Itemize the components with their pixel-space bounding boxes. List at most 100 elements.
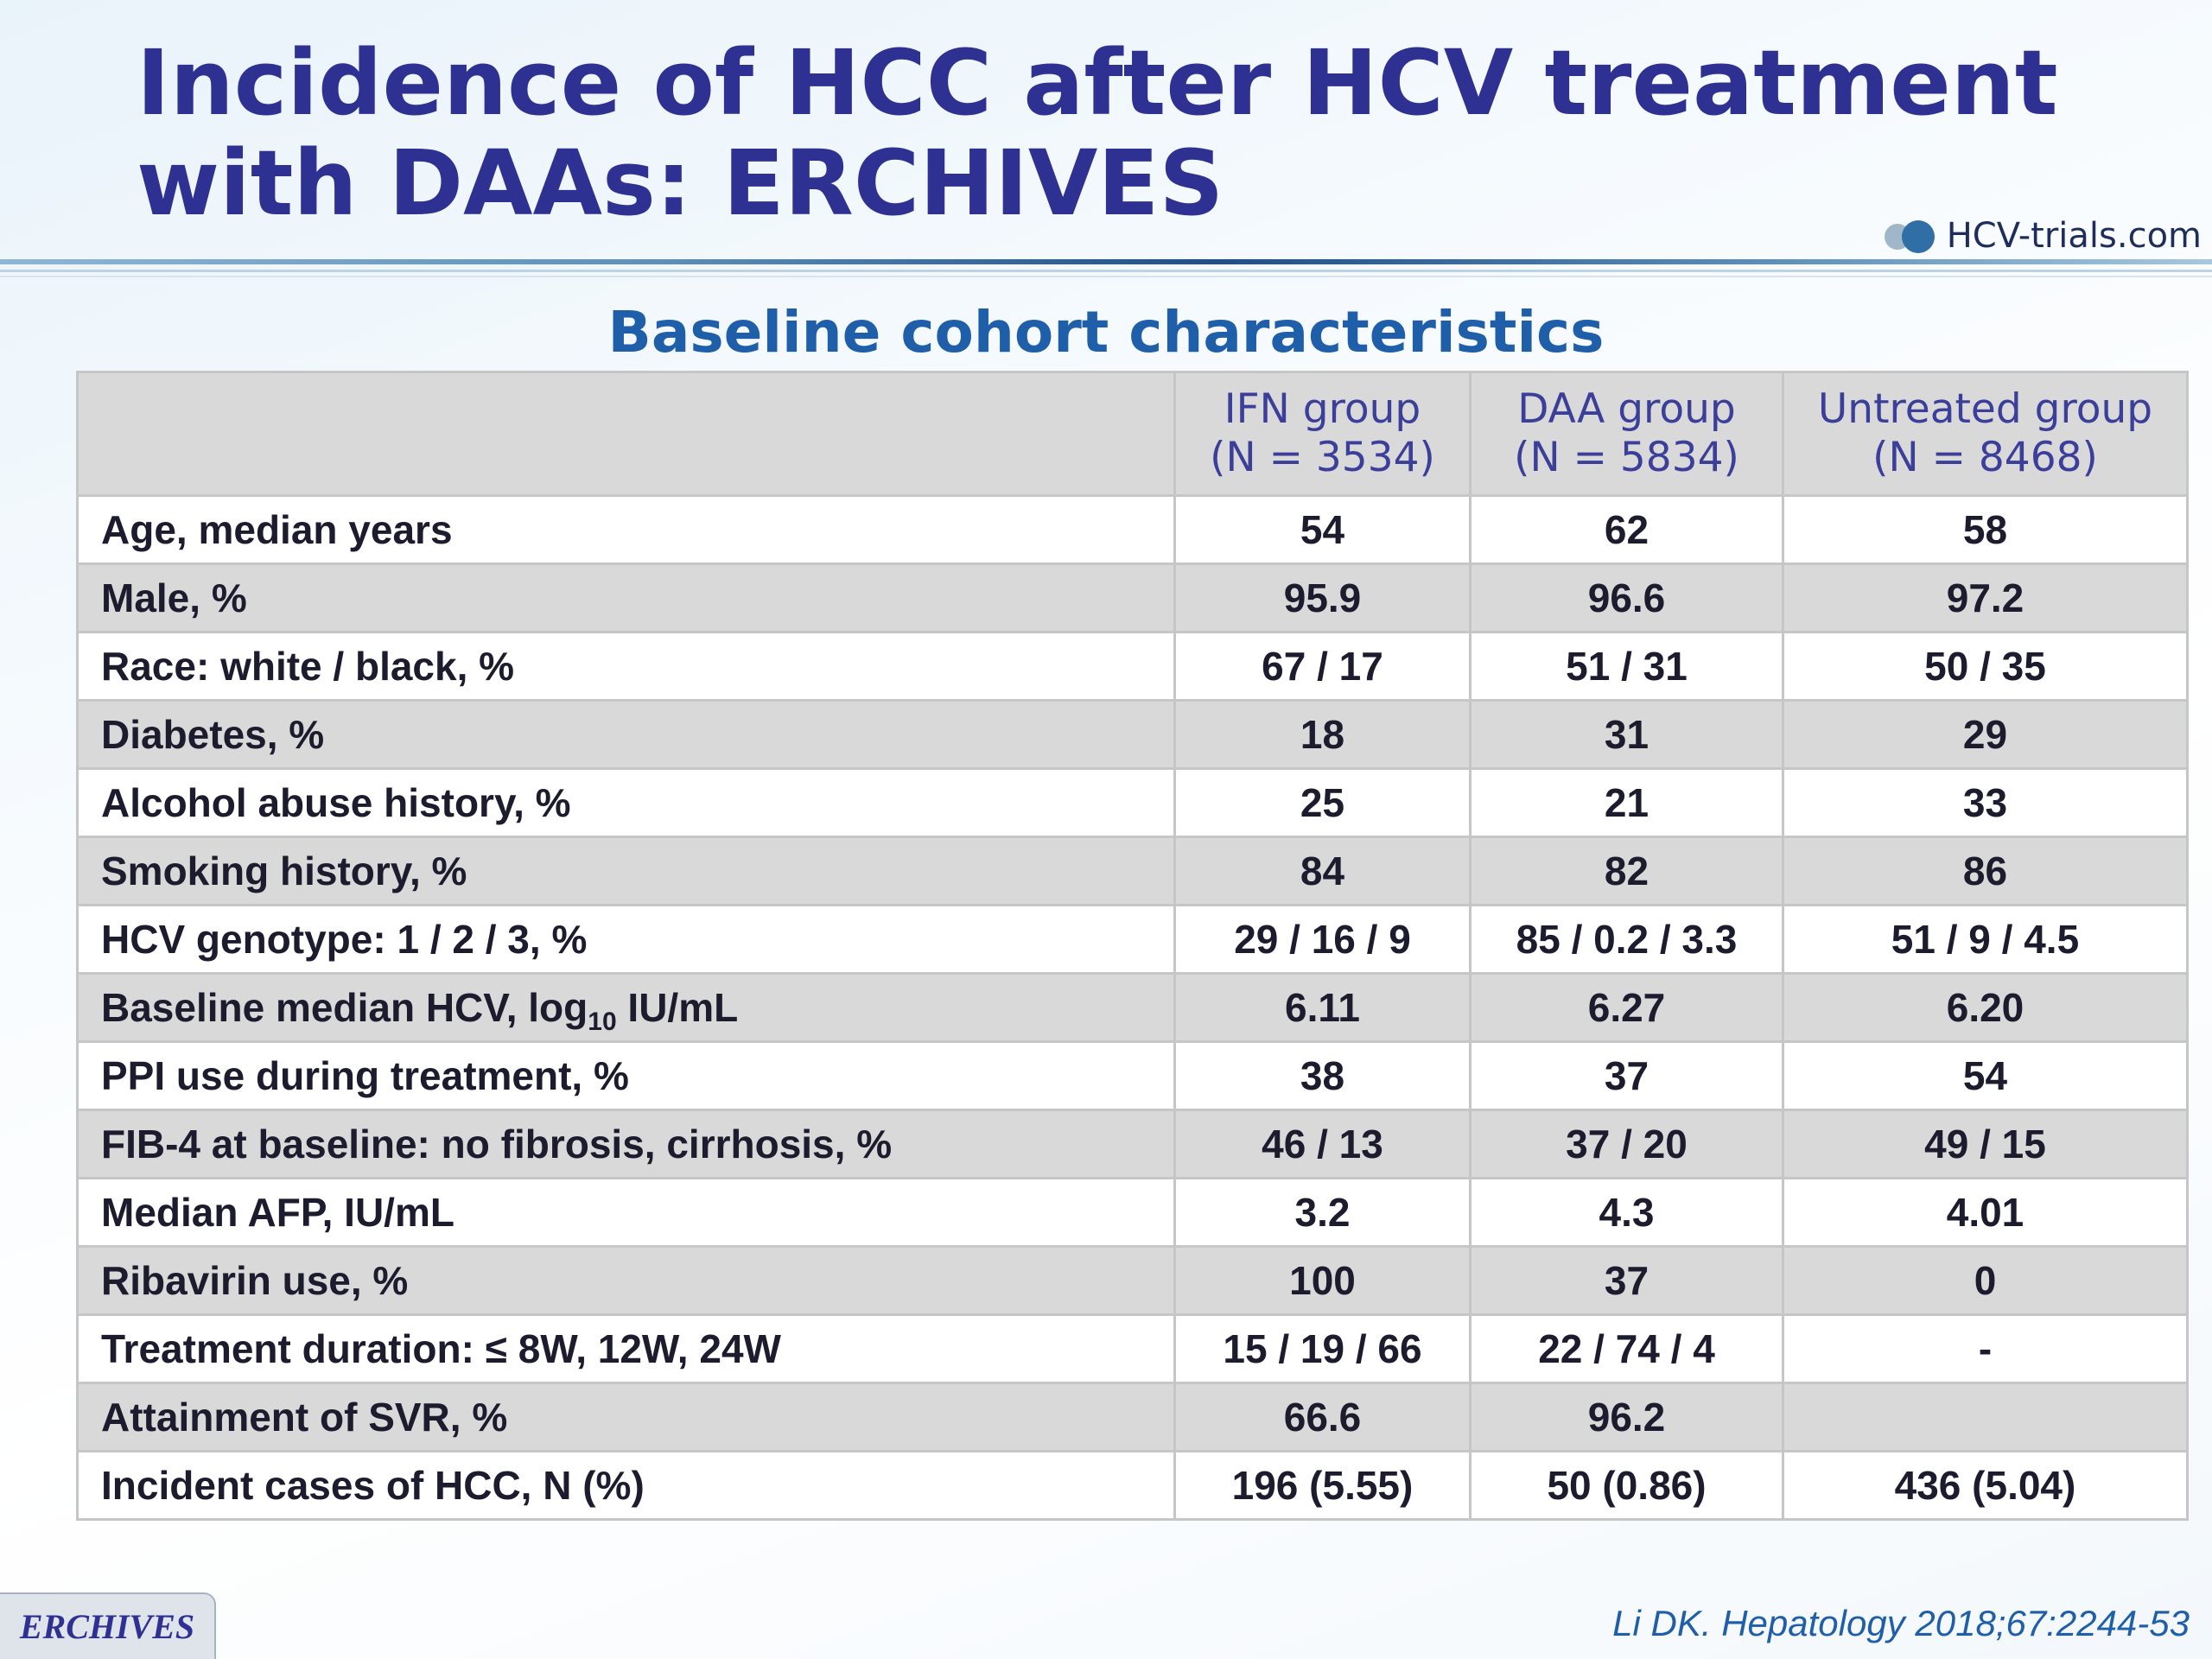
cell-untreated: 436 (5.04): [1782, 1450, 2189, 1521]
cell-daa: 82: [1469, 836, 1784, 906]
row-label: HCV genotype: 1 / 2 / 3, %: [76, 904, 1176, 975]
cell-daa: 21: [1469, 767, 1784, 838]
table-row: Attainment of SVR, % 66.6 96.2: [76, 1382, 2189, 1452]
row-label: Treatment duration: ≤ 8W, 12W, 24W: [76, 1313, 1176, 1384]
cell-daa: 37: [1469, 1245, 1784, 1316]
row-label: PPI use during treatment, %: [76, 1040, 1176, 1111]
cell-untreated: 50 / 35: [1782, 631, 2189, 702]
cell-ifn: 100: [1173, 1245, 1471, 1316]
slide-title-line-2: with DAAs: ERCHIVES: [137, 130, 1224, 236]
cell-ifn: 29 / 16 / 9: [1173, 904, 1471, 975]
cell-ifn: 66.6: [1173, 1382, 1471, 1452]
table-row: Baseline median HCV, log10 IU/mL 6.11 6.…: [76, 972, 2189, 1043]
table-row: Diabetes, % 18 31 29: [76, 699, 2189, 770]
cell-daa: 62: [1469, 494, 1784, 565]
table-row: Alcohol abuse history, % 25 21 33: [76, 767, 2189, 838]
cell-daa: 6.27: [1469, 972, 1784, 1043]
row-label: Diabetes, %: [76, 699, 1176, 770]
row-label: Incident cases of HCC, N (%): [76, 1450, 1176, 1521]
row-label: Race: white / black, %: [76, 631, 1176, 702]
cell-ifn: 18: [1173, 699, 1471, 770]
row-label: Baseline median HCV, log10 IU/mL: [76, 972, 1176, 1043]
column-header-name: DAA group: [1517, 385, 1736, 433]
column-header-n: (N = 5834): [1514, 434, 1739, 481]
cell-daa: 31: [1469, 699, 1784, 770]
citation: Li DK. Hepatology 2018;67:2244-53: [1612, 1603, 2190, 1643]
table-row: Male, % 95.9 96.6 97.2: [76, 563, 2189, 633]
cell-daa: 37 / 20: [1469, 1109, 1784, 1179]
cell-ifn: 95.9: [1173, 563, 1471, 633]
table-row: HCV genotype: 1 / 2 / 3, % 29 / 16 / 9 8…: [76, 904, 2189, 975]
row-label-tail: IU/mL: [616, 985, 739, 1030]
pill-capsule-icon: [1884, 219, 1940, 253]
cell-untreated: 49 / 15: [1782, 1109, 2189, 1179]
cell-untreated: 0: [1782, 1245, 2189, 1316]
row-label-main: Baseline median HCV, log: [101, 985, 588, 1030]
column-header-daa: DAA group (N = 5834): [1469, 371, 1784, 497]
hcv-trials-logo: HCV-trials.com: [1884, 214, 2202, 257]
cell-daa: 22 / 74 / 4: [1469, 1313, 1784, 1384]
cell-untreated: [1782, 1382, 2189, 1452]
column-header-ifn: IFN group (N = 3534): [1173, 371, 1471, 497]
cell-ifn: 84: [1173, 836, 1471, 906]
table-row: Age, median years 54 62 58: [76, 494, 2189, 565]
cell-ifn: 196 (5.55): [1173, 1450, 1471, 1521]
row-label: Attainment of SVR, %: [76, 1382, 1176, 1452]
table-subtitle: Baseline cohort characteristics: [607, 299, 1605, 365]
row-label: Median AFP, IU/mL: [76, 1177, 1176, 1248]
cell-daa: 4.3: [1469, 1177, 1784, 1248]
cell-untreated: 54: [1782, 1040, 2189, 1111]
column-header-n: (N = 3534): [1210, 434, 1435, 481]
row-label-subscript: 10: [588, 1007, 617, 1036]
table-row: Ribavirin use, % 100 37 0: [76, 1245, 2189, 1316]
cell-untreated: 33: [1782, 767, 2189, 838]
table-row: Treatment duration: ≤ 8W, 12W, 24W 15 / …: [76, 1313, 2189, 1384]
cell-untreated: 4.01: [1782, 1177, 2189, 1248]
cell-ifn: 3.2: [1173, 1177, 1471, 1248]
logo-text: HCV-trials.com: [1946, 216, 2202, 256]
cell-ifn: 54: [1173, 494, 1471, 565]
row-label: Male, %: [76, 563, 1176, 633]
cell-untreated: 58: [1782, 494, 2189, 565]
table-header-row: IFN group (N = 3534) DAA group (N = 5834…: [76, 371, 2189, 497]
table-row: Median AFP, IU/mL 3.2 4.3 4.01: [76, 1177, 2189, 1248]
table-row: Race: white / black, % 67 / 17 51 / 31 5…: [76, 631, 2189, 702]
column-header-name: IFN group: [1224, 385, 1421, 433]
table-row: PPI use during treatment, % 38 37 54: [76, 1040, 2189, 1111]
row-label: Alcohol abuse history, %: [76, 767, 1176, 838]
table-row: Incident cases of HCC, N (%) 196 (5.55) …: [76, 1450, 2189, 1521]
cell-daa: 96.2: [1469, 1382, 1784, 1452]
header-divider-line: [0, 259, 2212, 264]
baseline-characteristics-table: IFN group (N = 3534) DAA group (N = 5834…: [76, 371, 2189, 1521]
cell-ifn: 6.11: [1173, 972, 1471, 1043]
header-divider-line-faint: [0, 276, 2212, 277]
study-name-badge: ERCHIVES: [0, 1592, 216, 1659]
column-header-untreated: Untreated group (N = 8468): [1782, 371, 2189, 497]
row-label: Ribavirin use, %: [76, 1245, 1176, 1316]
cell-ifn: 15 / 19 / 66: [1173, 1313, 1471, 1384]
cell-untreated: 97.2: [1782, 563, 2189, 633]
cell-daa: 85 / 0.2 / 3.3: [1469, 904, 1784, 975]
cell-ifn: 25: [1173, 767, 1471, 838]
cell-untreated: 29: [1782, 699, 2189, 770]
cell-daa: 96.6: [1469, 563, 1784, 633]
slide-title: Incidence of HCC after HCV treatment wit…: [137, 33, 2058, 233]
cell-untreated: -: [1782, 1313, 2189, 1384]
cell-untreated: 51 / 9 / 4.5: [1782, 904, 2189, 975]
cell-ifn: 67 / 17: [1173, 631, 1471, 702]
cell-daa: 50 (0.86): [1469, 1450, 1784, 1521]
table-row: Smoking history, % 84 82 86: [76, 836, 2189, 906]
cell-daa: 51 / 31: [1469, 631, 1784, 702]
cell-daa: 37: [1469, 1040, 1784, 1111]
row-label: Age, median years: [76, 494, 1176, 565]
table-row: FIB-4 at baseline: no fibrosis, cirrhosi…: [76, 1109, 2189, 1179]
cell-ifn: 46 / 13: [1173, 1109, 1471, 1179]
header-divider-line-thin: [0, 270, 2212, 272]
row-label: FIB-4 at baseline: no fibrosis, cirrhosi…: [76, 1109, 1176, 1179]
column-header-n: (N = 8468): [1872, 434, 2098, 481]
header-corner-cell: [76, 371, 1176, 497]
slide-title-line-1: Incidence of HCC after HCV treatment: [137, 30, 2058, 136]
cell-untreated: 86: [1782, 836, 2189, 906]
column-header-name: Untreated group: [1817, 385, 2153, 433]
cell-ifn: 38: [1173, 1040, 1471, 1111]
